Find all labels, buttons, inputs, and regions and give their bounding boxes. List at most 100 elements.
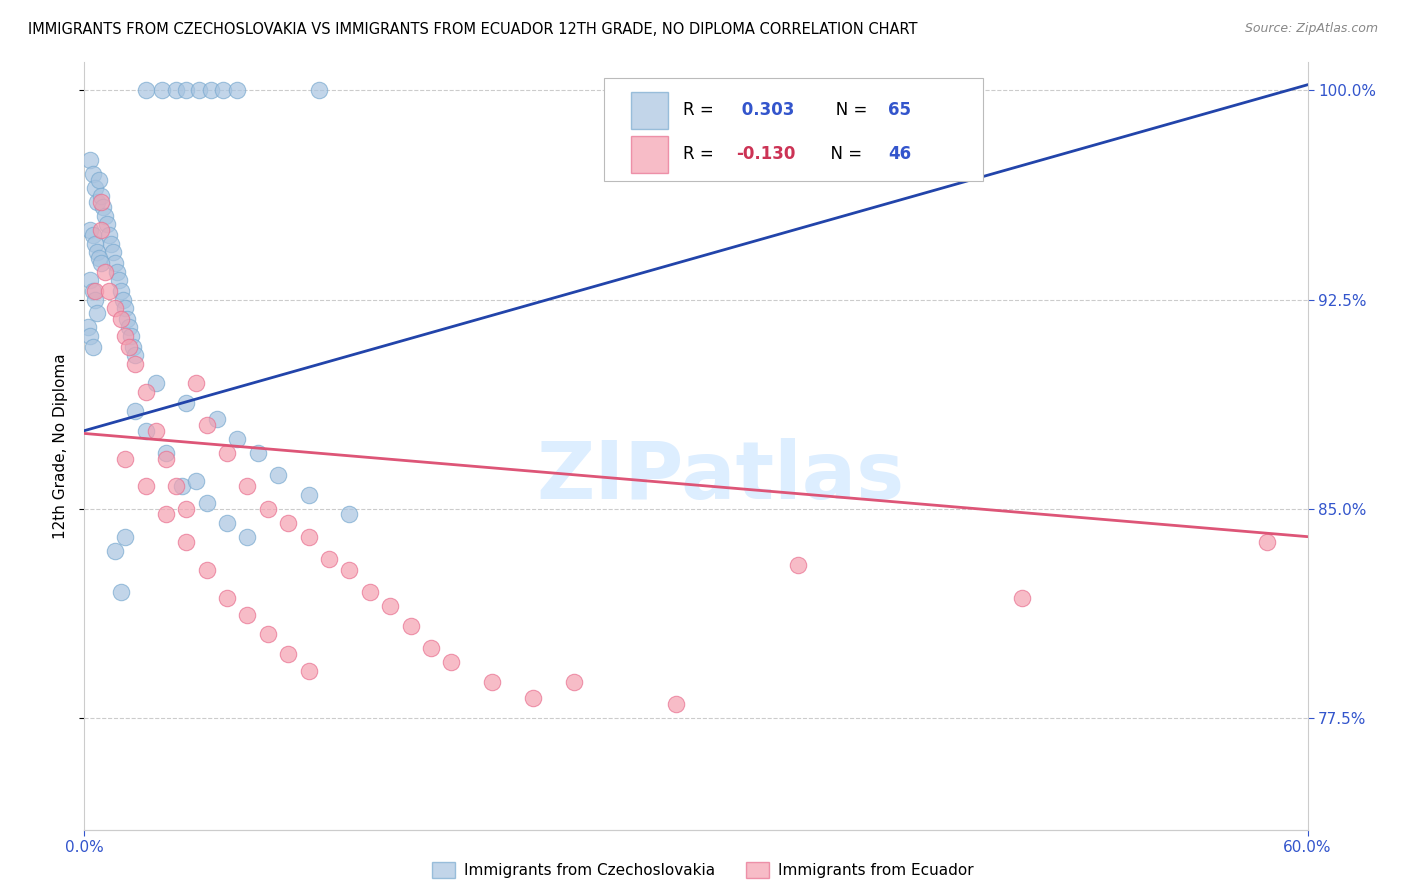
Text: R =: R = — [682, 101, 718, 120]
Point — [114, 530, 136, 544]
Point — [124, 404, 146, 418]
Point — [172, 479, 194, 493]
Point — [339, 563, 361, 577]
Point — [186, 474, 208, 488]
Point — [195, 496, 218, 510]
Point — [380, 599, 402, 614]
Point — [226, 432, 249, 446]
Text: 0.303: 0.303 — [737, 101, 794, 120]
Point — [77, 320, 100, 334]
Point — [205, 412, 228, 426]
Point — [236, 479, 259, 493]
Point — [90, 256, 112, 270]
Bar — [631, 136, 668, 173]
Point — [217, 516, 239, 530]
Point — [145, 376, 167, 391]
Point — [212, 83, 235, 97]
Point — [562, 674, 585, 689]
Point — [122, 340, 145, 354]
Point — [187, 83, 209, 97]
Point — [90, 223, 112, 237]
Text: Source: ZipAtlas.com: Source: ZipAtlas.com — [1244, 22, 1378, 36]
Point — [104, 301, 127, 315]
Point — [155, 451, 177, 466]
Point — [308, 83, 330, 97]
Point — [93, 265, 115, 279]
Point — [124, 357, 146, 371]
Point — [217, 591, 239, 605]
Point — [236, 607, 259, 622]
Point — [79, 153, 101, 167]
Point — [135, 479, 157, 493]
Point — [165, 479, 187, 493]
Point — [236, 530, 259, 544]
Point — [145, 424, 167, 438]
Point — [277, 647, 299, 661]
Point — [114, 301, 136, 315]
Point — [82, 284, 104, 298]
Point — [114, 328, 136, 343]
Point — [83, 181, 105, 195]
Legend: Immigrants from Czechoslovakia, Immigrants from Ecuador: Immigrants from Czechoslovakia, Immigran… — [426, 856, 980, 884]
Text: -0.130: -0.130 — [737, 145, 796, 163]
Point — [399, 619, 422, 633]
Point — [91, 201, 114, 215]
Point — [298, 530, 321, 544]
Point — [110, 284, 132, 298]
Point — [787, 83, 810, 97]
Point — [100, 236, 122, 251]
Point — [174, 535, 197, 549]
Point — [174, 83, 197, 97]
Point — [150, 83, 173, 97]
Point — [174, 501, 197, 516]
Point — [120, 328, 142, 343]
Point — [155, 446, 177, 460]
Point — [135, 83, 157, 97]
Point — [257, 627, 280, 641]
Point — [186, 376, 208, 391]
Point — [82, 340, 104, 354]
Point — [195, 418, 218, 433]
Point — [135, 384, 157, 399]
Point — [96, 217, 118, 231]
Point — [135, 424, 157, 438]
Point — [174, 396, 197, 410]
Point — [118, 340, 141, 354]
Point — [112, 293, 135, 307]
Point — [195, 563, 218, 577]
Point — [110, 585, 132, 599]
Point — [104, 256, 127, 270]
Point — [97, 284, 120, 298]
Point — [124, 348, 146, 362]
Text: 65: 65 — [889, 101, 911, 120]
Point — [82, 228, 104, 243]
Point — [420, 641, 443, 656]
Point — [79, 273, 101, 287]
Point — [1011, 591, 1033, 605]
Point — [339, 508, 361, 522]
FancyBboxPatch shape — [605, 78, 983, 181]
Point — [114, 451, 136, 466]
Bar — [631, 92, 668, 128]
Point — [110, 312, 132, 326]
Point — [108, 273, 131, 287]
Point — [97, 228, 120, 243]
Text: N =: N = — [820, 101, 872, 120]
Point — [165, 83, 187, 97]
Point — [318, 552, 340, 566]
Point — [246, 446, 269, 460]
Point — [787, 558, 810, 572]
Point — [83, 284, 105, 298]
Point — [87, 251, 110, 265]
Point — [86, 194, 108, 209]
Point — [359, 585, 381, 599]
Point — [83, 293, 105, 307]
Text: N =: N = — [820, 145, 868, 163]
Point — [665, 697, 688, 711]
Point — [87, 172, 110, 186]
Point — [101, 245, 124, 260]
Point — [298, 664, 321, 678]
Text: ZIPatlas: ZIPatlas — [536, 438, 904, 516]
Y-axis label: 12th Grade, No Diploma: 12th Grade, No Diploma — [53, 353, 69, 539]
Point — [118, 320, 141, 334]
